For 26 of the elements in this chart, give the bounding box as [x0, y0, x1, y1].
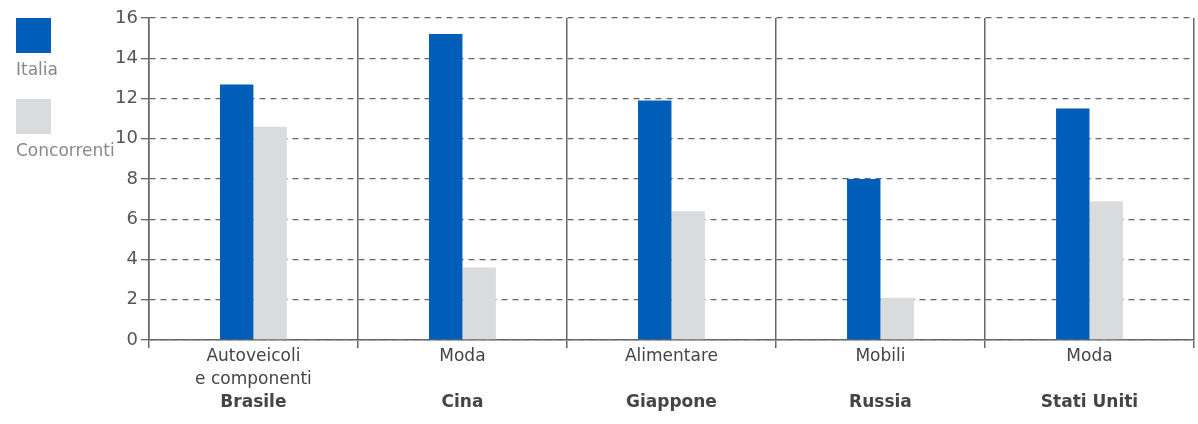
category-label: Mobili Russia: [849, 344, 912, 411]
y-tick-label: 14: [115, 45, 138, 67]
y-tick-label: 8: [126, 166, 138, 188]
legend-label: Concorrenti: [16, 140, 115, 160]
y-tick-label: 10: [115, 126, 138, 148]
bar: [880, 297, 914, 340]
y-tick-label: 6: [126, 206, 138, 228]
y-tick-label: 2: [126, 287, 138, 309]
bar: [428, 34, 463, 340]
bar: [638, 100, 672, 340]
bar: [847, 179, 881, 340]
category-label: Moda Stati Uniti: [1040, 344, 1139, 411]
legend-label: Italia: [16, 59, 58, 79]
y-tick-label: 4: [126, 247, 138, 269]
category-label: Alimentare Giappone: [624, 344, 718, 411]
bar: [462, 267, 496, 340]
bar: [671, 211, 705, 340]
bar: [1089, 201, 1123, 340]
bar: [253, 126, 287, 340]
y-tick-label: 16: [115, 5, 138, 27]
bar: [1056, 108, 1090, 340]
y-tick-label: 0: [126, 327, 138, 349]
bar: [219, 84, 254, 340]
y-tick-label: 12: [115, 86, 138, 108]
x-tick-label: Autoveicoli e componenti Brasile: [195, 344, 312, 411]
category-label: Moda Cina: [439, 344, 486, 411]
